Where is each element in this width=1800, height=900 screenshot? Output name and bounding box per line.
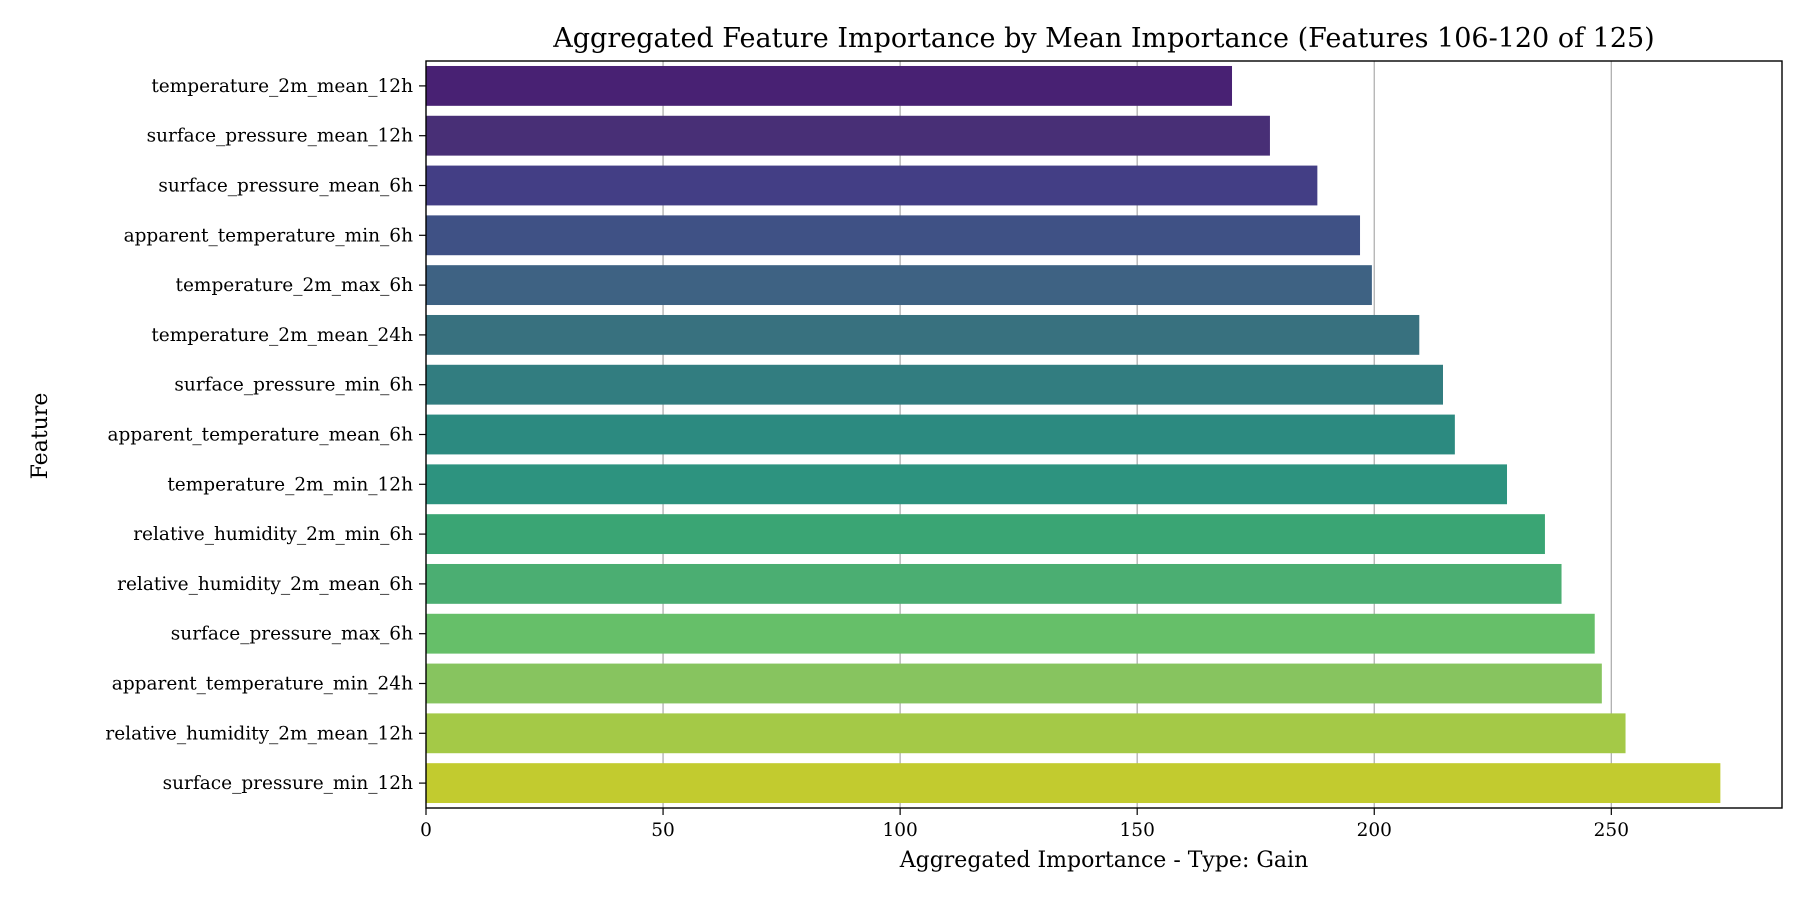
- x-tick-label: 150: [1120, 820, 1155, 841]
- y-tick-label: surface_pressure_mean_6h: [158, 176, 413, 197]
- x-tick-label: 250: [1594, 820, 1629, 841]
- bar: [426, 763, 1721, 804]
- bar: [426, 514, 1545, 555]
- bar: [426, 613, 1595, 654]
- y-tick-label: surface_pressure_mean_12h: [147, 126, 413, 147]
- y-tick-label: surface_pressure_min_6h: [174, 375, 413, 396]
- bar: [426, 364, 1443, 405]
- x-axis-title: Aggregated Importance - Type: Gain: [899, 848, 1309, 873]
- x-tick-label: 100: [882, 820, 917, 841]
- y-tick-label: relative_humidity_2m_mean_6h: [117, 574, 413, 595]
- x-tick-label: 0: [420, 820, 432, 841]
- y-tick-label: apparent_temperature_min_6h: [124, 225, 414, 246]
- chart-title: Aggregated Feature Importance by Mean Im…: [552, 23, 1654, 54]
- y-tick-label: temperature_2m_mean_24h: [151, 325, 413, 346]
- bar: [426, 563, 1562, 604]
- y-tick-label: apparent_temperature_mean_6h: [108, 425, 414, 446]
- y-tick-label: temperature_2m_max_6h: [176, 275, 414, 296]
- bar: [426, 414, 1455, 455]
- bar: [426, 215, 1361, 256]
- bar: [426, 265, 1372, 306]
- y-tick-label: apparent_temperature_min_24h: [112, 674, 413, 695]
- bar: [426, 65, 1233, 106]
- bars: [426, 65, 1721, 804]
- bar: [426, 314, 1420, 355]
- x-axis: 0 50 100 150 200 250: [420, 808, 1629, 841]
- y-axis-title: Feature: [28, 393, 53, 480]
- bar: [426, 663, 1602, 704]
- y-tick-label: surface_pressure_max_6h: [171, 624, 413, 645]
- bar: [426, 115, 1270, 156]
- bar: [426, 713, 1626, 754]
- bar: [426, 165, 1318, 206]
- bar: [426, 464, 1508, 505]
- y-axis: temperature_2m_mean_12h surface_pressure_…: [105, 76, 426, 794]
- y-tick-label: temperature_2m_mean_12h: [151, 76, 413, 97]
- y-tick-label: relative_humidity_2m_mean_12h: [105, 723, 413, 744]
- y-tick-label: temperature_2m_min_12h: [167, 474, 413, 495]
- y-tick-label: surface_pressure_min_12h: [163, 773, 413, 794]
- x-tick-label: 50: [651, 820, 675, 841]
- x-tick-label: 200: [1357, 820, 1392, 841]
- y-tick-label: relative_humidity_2m_min_6h: [133, 524, 413, 545]
